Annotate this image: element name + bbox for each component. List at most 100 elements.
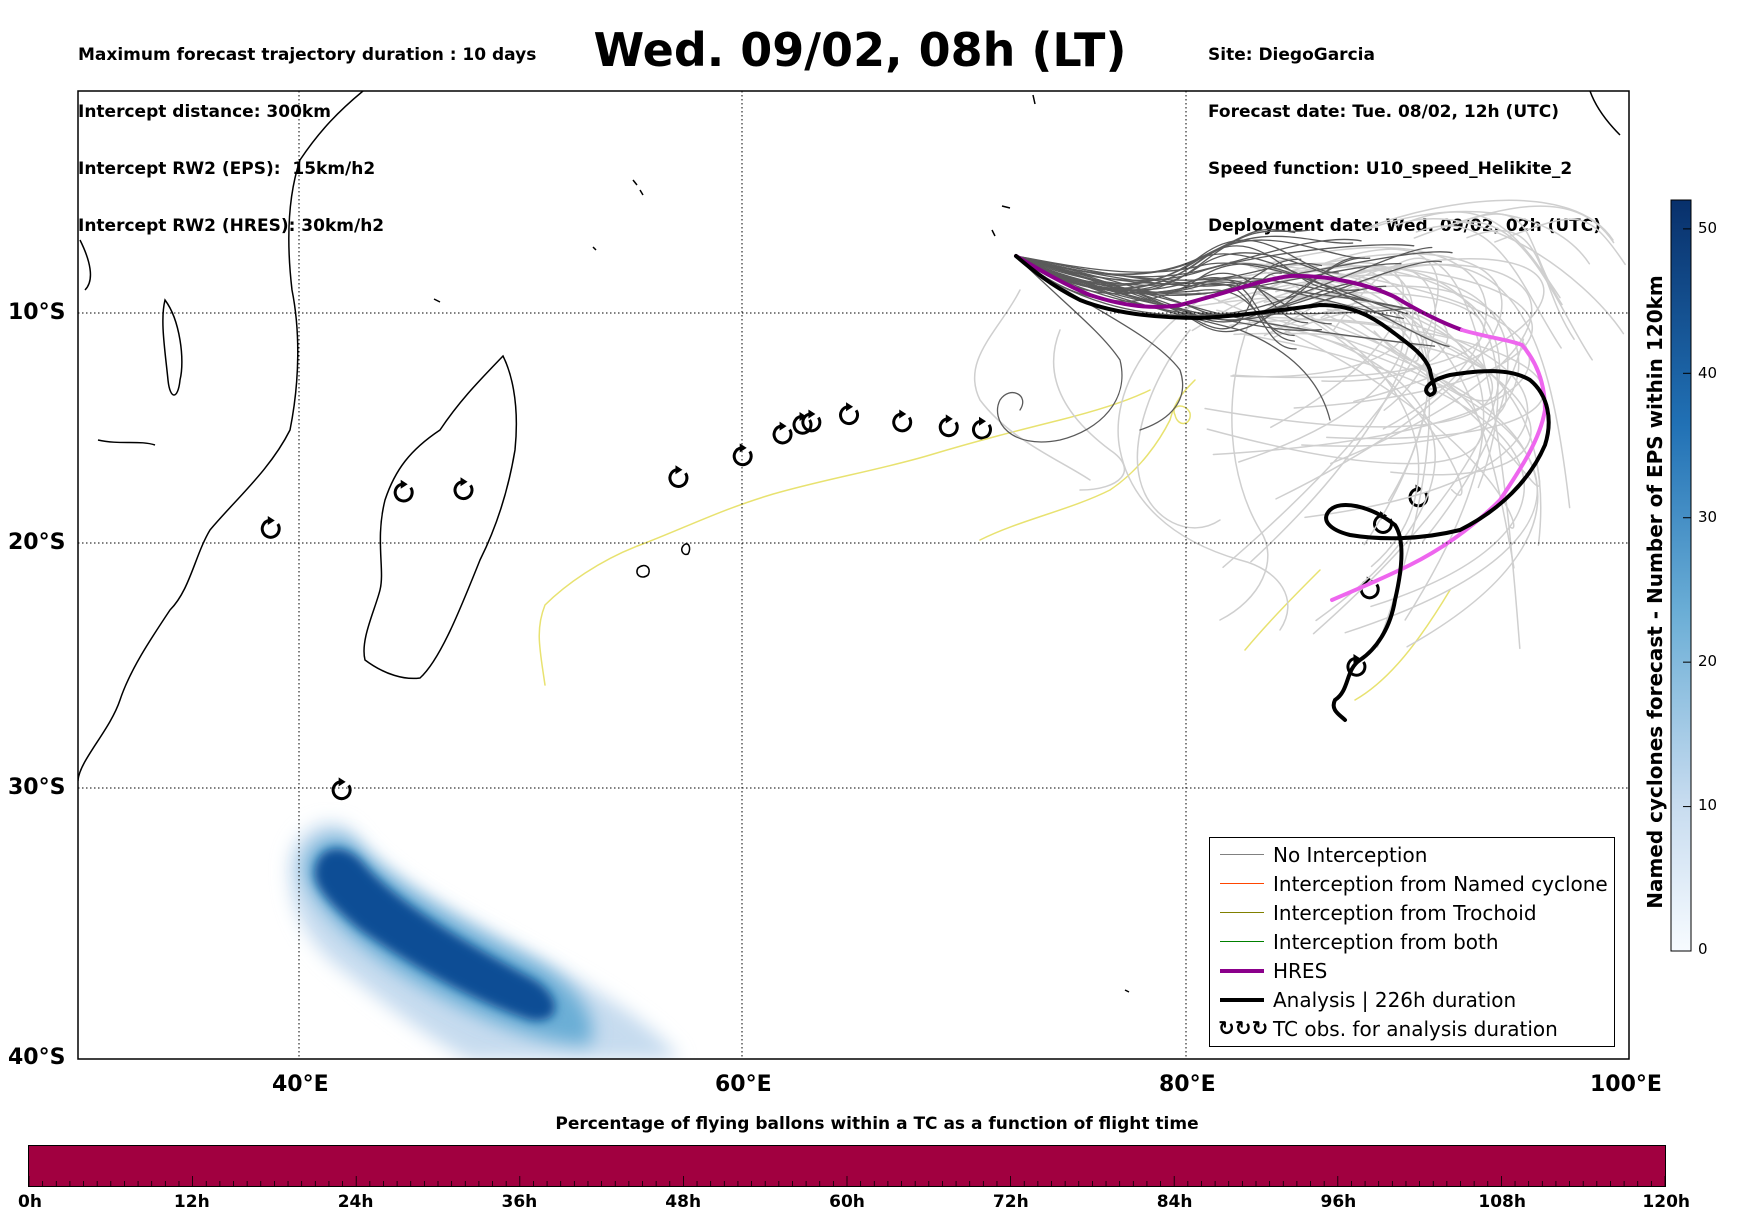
- colorbar-tick-0: 0: [1698, 940, 1708, 958]
- maldives-islands: [1032, 94, 1130, 993]
- eps-far-trajectory: [1187, 287, 1515, 529]
- tc-obs-icon: [732, 443, 753, 467]
- sumatra-coast: [1589, 91, 1621, 136]
- tc-obs-icon: [1346, 653, 1367, 677]
- legend-label: Interception from both: [1273, 930, 1499, 954]
- map-title: Wed. 09/02, 08h (LT): [593, 23, 1127, 77]
- map-frame: [77, 90, 1630, 1060]
- eps-far-trajectory: [973, 289, 1091, 481]
- colorbar-tick-10: 10: [1698, 796, 1718, 814]
- x-tick-60e: 60°E: [715, 1072, 772, 1097]
- colorbar-gradient: [1670, 199, 1692, 952]
- africa-coast: [78, 91, 364, 781]
- eps-far-trajectory: [1202, 277, 1405, 463]
- eps-near-trajectory: [1015, 255, 1402, 295]
- eps-far-trajectory: [1304, 308, 1529, 519]
- x-tick-40e: 40°E: [272, 1072, 329, 1097]
- eps-near-trajectory: [1015, 255, 1442, 317]
- lake-malawi: [162, 298, 183, 396]
- legend-swatch: [1220, 912, 1264, 913]
- tc-obs-icon: [393, 479, 414, 503]
- colorbar-tick-30: 30: [1698, 508, 1718, 526]
- flight-bar-tick-label: 120h: [1642, 1192, 1690, 1212]
- flight-bar-title: Percentage of flying ballons within a TC…: [555, 1114, 1199, 1134]
- eps-near-trajectory: [1015, 255, 1323, 281]
- y-tick-30s: 30°S: [8, 775, 66, 800]
- eps-far-trajectory: [1241, 261, 1525, 402]
- legend-item-both: Interception from both: [1210, 929, 1614, 955]
- hres-trajectory: [1014, 254, 1464, 332]
- eps-far-trajectory: [1265, 246, 1487, 430]
- forecast-duration-text: Maximum forecast trajectory duration : 1…: [78, 45, 537, 65]
- trochoid-track-west: [538, 389, 1151, 686]
- eps-far-trajectory: [1117, 299, 1289, 631]
- eps-far-trajectory: [1252, 257, 1545, 403]
- legend-label: HRES: [1273, 959, 1328, 983]
- flight-bar-tick-label: 36h: [501, 1192, 538, 1212]
- tc-obs-icon: [892, 409, 913, 433]
- legend-label: TC obs. for analysis duration: [1273, 1017, 1558, 1041]
- tc-obs-icon: [260, 516, 281, 539]
- legend-label: Interception from Trochoid: [1273, 901, 1537, 925]
- legend-swatch: [1220, 969, 1264, 973]
- eps-far-trajectory: [1415, 225, 1562, 349]
- eps-near-trajectory: [1015, 244, 1415, 281]
- flight-bar-tick-label: 0h: [18, 1192, 42, 1212]
- coastlines: [78, 91, 1621, 993]
- eps-far-trajectory: [1413, 205, 1615, 244]
- eps-near-trajectory: [1015, 255, 1331, 421]
- x-tick-100e: 100°E: [1590, 1072, 1662, 1097]
- legend-label: No Interception: [1273, 843, 1428, 867]
- tc-obs-icon: [938, 414, 959, 438]
- site-text: Site: DiegoGarcia: [1208, 45, 1375, 65]
- flight-bar-tick-label: 48h: [665, 1192, 702, 1212]
- madagascar-coast: [363, 354, 518, 680]
- legend-item-tc-obs: ↻↻↻ TC obs. for analysis duration: [1210, 1016, 1614, 1042]
- tc-obs-icon: [453, 477, 474, 501]
- legend-item-named-cyclone: Interception from Named cyclone: [1210, 871, 1614, 897]
- intercept-hres-text: Intercept RW2 (HRES): 30km/h2: [78, 216, 385, 236]
- reunion-island: [636, 564, 650, 578]
- colorbar-title: Named cyclones forecast - Number of EPS …: [1643, 275, 1667, 909]
- analysis-trajectory: [1014, 254, 1551, 722]
- flight-bar-tick-label: 72h: [992, 1192, 1029, 1212]
- tc-obs-icon: [792, 411, 813, 435]
- legend-swatch: [1220, 941, 1264, 942]
- flight-time-bar: [28, 1145, 1666, 1187]
- eps-far-trajectory: [1216, 309, 1538, 634]
- legend-item-no-interception: No Interception: [1210, 842, 1614, 868]
- tc-obs-icon: [772, 421, 793, 445]
- eps-far-trajectory: [1441, 221, 1593, 361]
- tc-obs-icon: [972, 416, 992, 440]
- legend-label: Interception from Named cyclone: [1273, 872, 1608, 896]
- legend-item-trochoid: Interception from Trochoid: [1210, 900, 1614, 926]
- colorbar-tick-20: 20: [1698, 652, 1718, 670]
- legend-label: Analysis | 226h duration: [1273, 988, 1517, 1012]
- trochoid-track-east: [979, 379, 1196, 541]
- forecast-date-text: Forecast date: Tue. 08/02, 12h (UTC): [1208, 102, 1559, 122]
- graticule: [78, 91, 1629, 1059]
- seychelles-islands: [433, 179, 644, 303]
- header-right-info: Site: DiegoGarcia Forecast date: Tue. 08…: [1208, 8, 1601, 255]
- colorbar-tick-50: 50: [1698, 219, 1718, 237]
- eps-far-trajectory: [1052, 329, 1126, 491]
- lake-tanganyika: [79, 239, 92, 291]
- colorbar-tick-40: 40: [1698, 364, 1718, 382]
- legend-swatch: [1220, 854, 1264, 855]
- eps-far-trajectory: [1394, 218, 1625, 335]
- eps-near-trajectory: [1015, 255, 1282, 330]
- eps-near-trajectory: [1015, 255, 1405, 320]
- density-core: [314, 848, 556, 1021]
- eps-far-trajectory: [1222, 248, 1439, 569]
- eps-near-trajectory: [1015, 228, 1296, 275]
- flight-bar-tick-label: 12h: [173, 1192, 210, 1212]
- tc-obs-symbol-icon: ↻↻↻: [1218, 1016, 1269, 1040]
- speed-function-text: Speed function: U10_speed_Helikite_2: [1208, 159, 1573, 179]
- tc-obs-icon: [801, 409, 822, 433]
- eps-near-trajectory: [1015, 245, 1331, 290]
- legend-swatch: [1220, 883, 1264, 884]
- trochoid-track-south: [1244, 569, 1451, 701]
- flight-bar-tick-label: 108h: [1478, 1192, 1526, 1212]
- eps-near-trajectory: [1015, 239, 1339, 287]
- eps-far-trajectory: [1233, 332, 1507, 447]
